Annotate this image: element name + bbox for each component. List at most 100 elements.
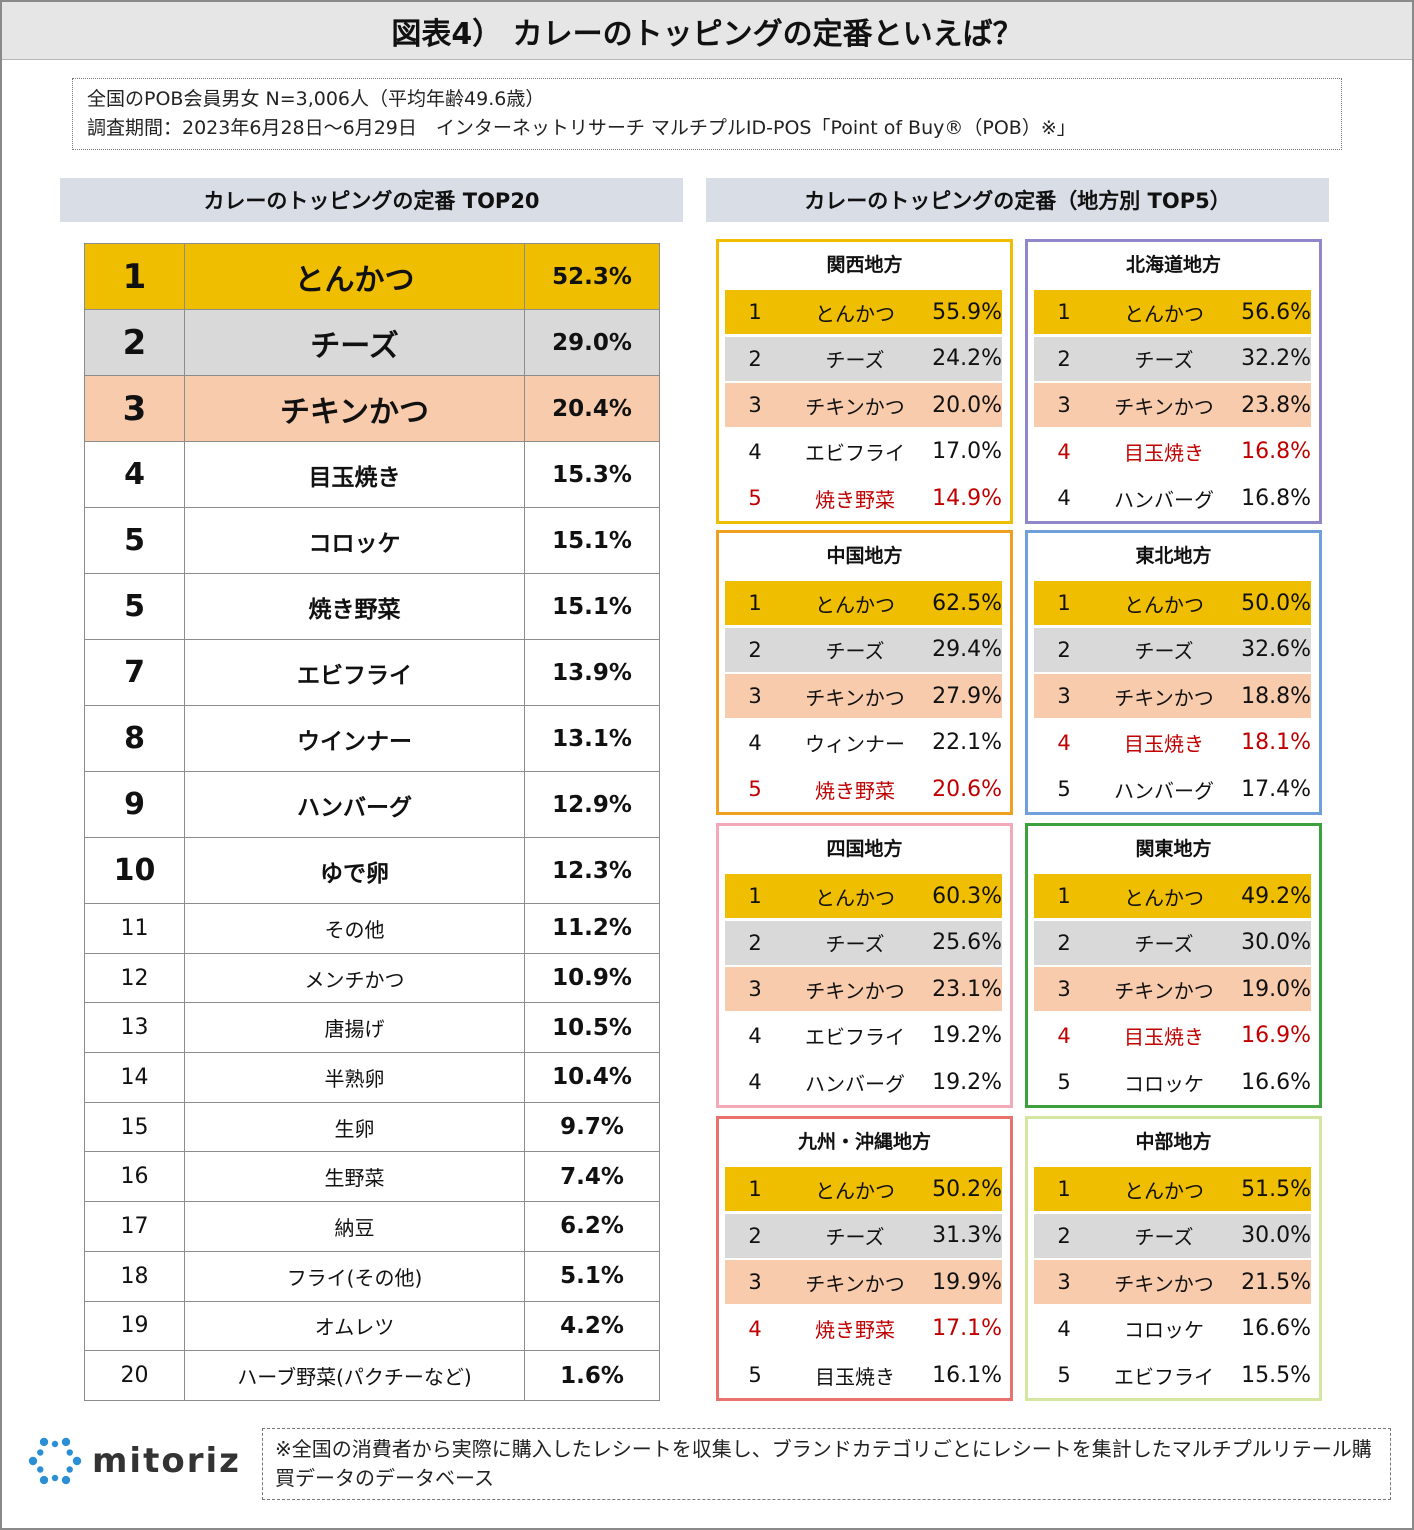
region-row: 4 焼き野菜 17.1% (725, 1307, 1002, 1351)
logo-dot (61, 1475, 71, 1485)
rank-cell: 2 (748, 1223, 762, 1248)
item-cell: チーズ (825, 1225, 885, 1249)
table-row: 1 とんかつ 52.3% (84, 243, 660, 310)
value-cell: 4.2% (524, 1300, 660, 1352)
item-cell: 納豆 (184, 1201, 525, 1252)
value-cell: 23.1% (932, 976, 1002, 1002)
logo-dot (37, 1466, 44, 1473)
region-name: 九州・沖縄地方 (797, 1130, 931, 1153)
table-row: 2 チーズ 29.0% (84, 309, 660, 376)
item-cell: チーズ (825, 639, 885, 663)
region-panel: 四国地方 1 とんかつ 60.3% 2 チーズ 25.6% 3 チキンかつ 23.1% 4 エビフライ… (716, 823, 1013, 1108)
region-row: 4 目玉焼き 16.9% (1034, 1014, 1311, 1058)
item-cell: ウィンナー (805, 732, 905, 756)
value-cell: 12.9% (524, 771, 660, 838)
rank-cell: 5 (84, 573, 185, 640)
region-row: 2 チーズ 31.3% (725, 1213, 1002, 1258)
rank-cell: 19 (84, 1300, 185, 1352)
item-cell: ハンバーグ (1114, 778, 1214, 803)
rank-cell: 4 (1057, 1023, 1071, 1048)
value-cell: 15.3% (524, 441, 660, 508)
item-cell: ウインナー (184, 705, 525, 772)
rank-cell: 4 (1057, 439, 1071, 464)
value-cell: 13.9% (524, 639, 660, 706)
value-cell: 27.9% (932, 683, 1002, 709)
item-cell: フライ(その他) (184, 1250, 525, 1302)
value-cell: 19.9% (932, 1269, 1002, 1295)
logo-text: mitoriz (92, 1441, 241, 1481)
item-cell: チキンかつ (184, 375, 525, 442)
top20-table: 1 とんかつ 52.3% 2 チーズ 29.0% 3 チキンかつ 20.4% 4 目玉焼き 15.3%… (84, 243, 660, 1401)
rank-cell: 5 (84, 507, 185, 574)
item-cell: 目玉焼き (1124, 441, 1204, 465)
rank-cell: 5 (748, 486, 762, 510)
region-row: 5 焼き野菜 20.6% (725, 767, 1002, 811)
item-cell: チキンかつ (1114, 394, 1214, 419)
region-row: 1 とんかつ 62.5% (725, 581, 1002, 625)
item-cell: ゆで卵 (184, 837, 525, 904)
item-cell: その他 (184, 903, 525, 954)
value-cell: 18.8% (1241, 683, 1311, 709)
item-cell: チキンかつ (805, 978, 905, 1003)
rank-cell: 4 (1057, 486, 1071, 510)
value-cell: 24.2% (932, 346, 1002, 371)
table-row: 9 ハンバーグ 12.9% (84, 771, 660, 838)
item-cell: 焼き野菜 (815, 1318, 895, 1342)
rank-cell: 4 (748, 1070, 762, 1094)
region-panel: 関東地方 1 とんかつ 49.2% 2 チーズ 30.0% 3 チキンかつ 19.0% 4 目玉焼き 1… (1025, 823, 1322, 1108)
rank-cell: 15 (84, 1101, 185, 1153)
value-cell: 51.5% (1241, 1176, 1311, 1202)
rank-cell: 3 (1057, 1270, 1071, 1294)
item-cell: とんかつ (815, 1178, 895, 1203)
region-row: 3 チキンかつ 19.9% (725, 1260, 1002, 1304)
survey-info-line1: 全国のPOB会員男女 N=3,006人（平均年齢49.6歳） (87, 88, 545, 110)
item-cell: 半熟卵 (184, 1052, 525, 1103)
item-cell: 焼き野菜 (815, 778, 895, 803)
rank-cell: 8 (84, 705, 185, 772)
logo-dot (28, 1456, 38, 1466)
value-cell: 16.8% (1241, 439, 1311, 464)
rank-cell: 1 (748, 1177, 762, 1201)
rank-cell: 3 (1057, 393, 1071, 417)
rank-cell: 2 (748, 637, 762, 662)
rank-cell: 9 (84, 771, 185, 838)
item-cell: とんかつ (1124, 301, 1204, 326)
item-cell: とんかつ (1124, 885, 1204, 910)
region-row: 3 チキンかつ 21.5% (1034, 1260, 1311, 1304)
item-cell: とんかつ (815, 592, 895, 617)
item-cell: メンチかつ (184, 952, 525, 1004)
rank-cell: 10 (84, 837, 185, 904)
table-row: 16 生野菜 7.4% (84, 1151, 660, 1203)
rank-cell: 4 (748, 1023, 762, 1048)
region-row: 4 コロッケ 16.6% (1034, 1307, 1311, 1351)
table-row: 18 フライ(その他) 5.1% (84, 1250, 660, 1302)
item-cell: チーズ (1134, 348, 1194, 372)
table-row: 13 唐揚げ 10.5% (84, 1002, 660, 1054)
rank-cell: 2 (748, 346, 762, 371)
region-row: 2 チーズ 29.4% (725, 627, 1002, 672)
value-cell: 49.2% (1241, 883, 1311, 909)
region-row: 3 チキンかつ 27.9% (725, 674, 1002, 718)
logo-dot (61, 1437, 71, 1447)
item-cell: ハーブ野菜(パクチーなど) (184, 1350, 525, 1401)
item-cell: コロッケ (184, 507, 525, 574)
item-cell: ハンバーグ (1114, 487, 1214, 512)
rank-cell: 2 (748, 930, 762, 955)
table-row: 15 生卵 9.7% (84, 1101, 660, 1153)
value-cell: 30.0% (1241, 930, 1311, 955)
value-cell: 29.0% (524, 309, 660, 376)
region-name: 東北地方 (1135, 544, 1212, 567)
rank-cell: 5 (748, 777, 762, 801)
region-row: 3 チキンかつ 19.0% (1034, 967, 1311, 1011)
logo-dot (51, 1440, 59, 1448)
value-cell: 52.3% (524, 243, 660, 310)
region-row: 4 ハンバーグ 16.8% (1034, 476, 1311, 520)
rank-cell: 13 (84, 1002, 185, 1054)
region-row: 2 チーズ 30.0% (1034, 1213, 1311, 1258)
region-row: 2 チーズ 32.2% (1034, 336, 1311, 381)
table-row: 8 ウインナー 13.1% (84, 705, 660, 772)
region-row: 5 焼き野菜 14.9% (725, 476, 1002, 520)
region-row: 1 とんかつ 56.6% (1034, 290, 1311, 334)
value-cell: 11.2% (524, 903, 660, 954)
value-cell: 20.4% (524, 375, 660, 442)
